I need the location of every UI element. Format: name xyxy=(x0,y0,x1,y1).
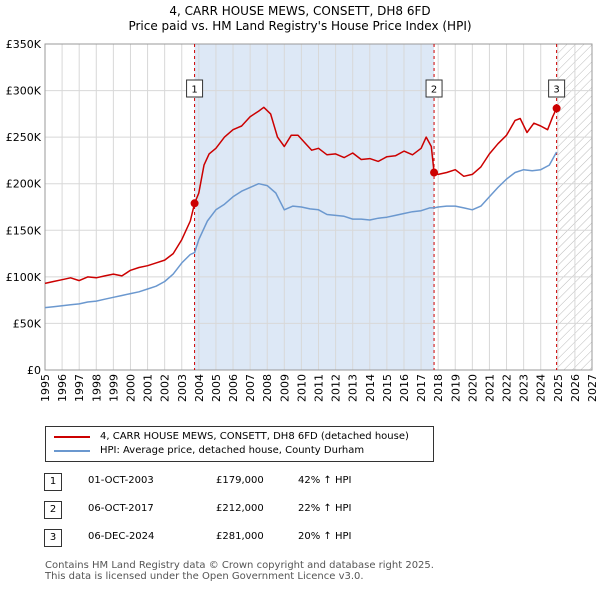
sale-marker-label: 2 xyxy=(431,85,437,96)
footer-copyright: Contains HM Land Registry data © Crown c… xyxy=(45,560,434,571)
y-tick-label: £150K xyxy=(6,224,42,237)
ownership-shading xyxy=(194,44,435,370)
sale-marker-badge xyxy=(186,79,204,98)
x-tick-label: 1999 xyxy=(107,374,120,402)
transaction-hpi-change: 42% ↑ HPI xyxy=(298,475,352,486)
chart-title: 4, CARR HOUSE MEWS, CONSETT, DH8 6FD xyxy=(169,4,430,18)
legend-label-property: 4, CARR HOUSE MEWS, CONSETT, DH8 6FD (de… xyxy=(100,431,409,442)
y-tick-label: £350K xyxy=(6,38,42,51)
x-tick-label: 2006 xyxy=(227,374,240,402)
transaction-price: £212,000 xyxy=(216,503,264,514)
x-tick-label: 1997 xyxy=(73,374,86,402)
transaction-number-badge: 3 xyxy=(44,529,62,547)
transaction-date: 06-OCT-2017 xyxy=(88,503,154,514)
x-tick-label: 2026 xyxy=(569,374,582,402)
y-tick-label: £0 xyxy=(27,364,41,377)
x-tick-label: 2002 xyxy=(159,374,172,402)
price-chart: 4, CARR HOUSE MEWS, CONSETT, DH8 6FD Pri… xyxy=(6,4,599,402)
x-tick-label: 2000 xyxy=(124,374,137,402)
x-tick-label: 2027 xyxy=(586,374,599,402)
transaction-price: £179,000 xyxy=(216,475,264,486)
x-tick-label: 2004 xyxy=(193,374,206,402)
x-tick-label: 2008 xyxy=(261,374,274,402)
y-tick-label: £300K xyxy=(6,85,42,98)
plot-frame xyxy=(44,43,593,371)
x-tick-label: 2005 xyxy=(210,374,223,402)
legend-swatch-property xyxy=(54,436,90,438)
transaction-price: £281,000 xyxy=(216,531,264,542)
sale-marker-label: 3 xyxy=(553,85,559,96)
property-price-line xyxy=(44,106,558,285)
sale-marker-badge xyxy=(425,79,443,98)
x-tick-label: 2012 xyxy=(330,374,343,402)
transaction-date: 01-OCT-2003 xyxy=(88,475,154,486)
hpi-line xyxy=(44,151,558,309)
x-tick-label: 2022 xyxy=(501,374,514,402)
legend: 4, CARR HOUSE MEWS, CONSETT, DH8 6FD (de… xyxy=(45,426,434,462)
sale-marker-label: 1 xyxy=(191,85,197,96)
x-tick-label: 2015 xyxy=(381,374,394,402)
x-tick-label: 2003 xyxy=(176,374,189,402)
x-tick-label: 2021 xyxy=(483,374,496,402)
x-tick-label: 2018 xyxy=(432,374,445,402)
x-tick-label: 2013 xyxy=(347,374,360,402)
x-tick-label: 1995 xyxy=(39,374,52,402)
legend-label-hpi: HPI: Average price, detached house, Coun… xyxy=(100,445,365,456)
sale-marker-badge xyxy=(548,79,566,98)
y-tick-label: £250K xyxy=(6,131,42,144)
x-tick-label: 2016 xyxy=(398,374,411,402)
transaction-number-badge: 2 xyxy=(44,501,62,519)
x-tick-label: 2023 xyxy=(518,374,531,402)
sale-point xyxy=(430,168,439,177)
footer-licence: This data is licensed under the Open Gov… xyxy=(45,571,364,582)
x-tick-label: 1998 xyxy=(90,374,103,402)
x-tick-label: 2010 xyxy=(295,374,308,402)
y-tick-label: £200K xyxy=(6,178,42,191)
footer: Contains HM Land Registry data © Crown c… xyxy=(45,560,434,582)
y-tick-label: £100K xyxy=(6,271,42,284)
chart-subtitle: Price paid vs. HM Land Registry's House … xyxy=(128,19,471,33)
y-tick-label: £50K xyxy=(13,317,42,330)
transaction-hpi-change: 22% ↑ HPI xyxy=(298,503,352,514)
transaction-number-badge: 1 xyxy=(44,473,62,491)
sale-point xyxy=(552,104,561,113)
transaction-date: 06-DEC-2024 xyxy=(88,531,155,542)
x-tick-label: 2001 xyxy=(142,374,155,402)
x-tick-label: 2007 xyxy=(244,374,257,402)
x-tick-label: 2025 xyxy=(552,374,565,402)
x-tick-label: 2020 xyxy=(466,374,479,402)
x-tick-label: 2019 xyxy=(449,374,462,402)
transaction-hpi-change: 20% ↑ HPI xyxy=(298,531,352,542)
legend-swatch-hpi xyxy=(54,450,90,452)
x-tick-label: 1996 xyxy=(56,374,69,402)
x-tick-label: 2009 xyxy=(278,374,291,402)
x-tick-label: 2017 xyxy=(415,374,428,402)
x-tick-label: 2011 xyxy=(313,374,326,402)
sale-point xyxy=(190,199,199,208)
x-tick-label: 2014 xyxy=(364,374,377,402)
x-tick-label: 2024 xyxy=(535,374,548,402)
